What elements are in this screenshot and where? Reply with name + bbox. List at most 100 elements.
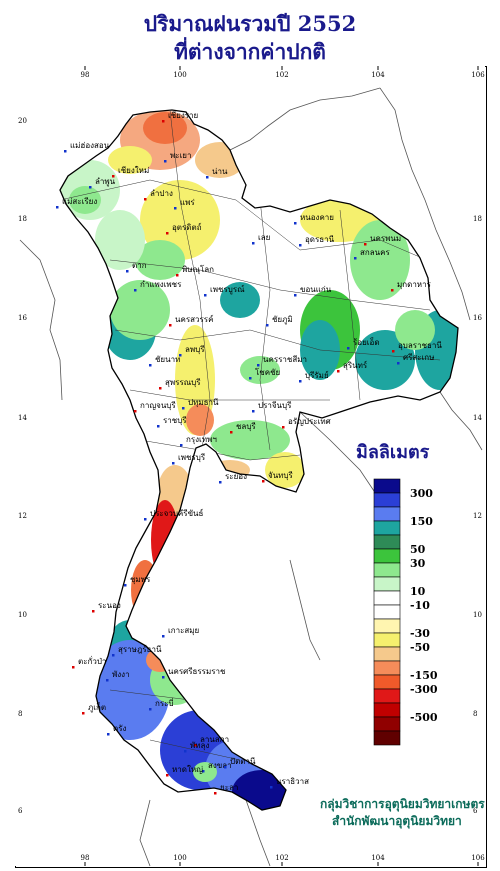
legend-label: -30 [410,627,430,640]
station-marker [106,679,109,682]
station-marker [89,186,92,189]
place-label: ลำพูน [95,177,116,187]
map-title: ปริมาณฝนรวมปี 2552 [143,11,357,36]
place-label: พิษณุโลก [182,264,214,274]
lon-tick-label: 102 [275,854,288,862]
place-label: อุดรธานี [305,235,335,244]
station-marker [249,377,252,380]
legend-label: -50 [410,641,430,654]
station-marker [184,750,187,753]
place-label: ระยอง [225,472,247,481]
place-label: กรุงเทพฯ [186,435,217,444]
place-label: ปัตตานี [230,757,256,766]
station-marker [164,160,167,163]
station-marker [252,410,255,413]
station-marker [257,364,260,367]
place-label: นครราชสีมา [263,355,307,364]
station-marker [354,257,357,260]
legend-label: 150 [410,515,433,528]
station-marker [392,350,395,353]
lon-tick-label: 98 [81,71,90,79]
station-marker [266,324,269,327]
legend-title: มิลลิเมตร [356,442,430,463]
map-subtitle: ที่ต่างจากค่าปกติ [174,39,326,64]
place-label: หาดใหญ่ [172,765,203,774]
lat-tick-label: 10 [473,611,482,619]
place-label: อุบลราชธานี [398,341,442,350]
station-marker [262,480,265,483]
station-marker [72,666,75,669]
station-marker [134,410,137,413]
place-label: ปราจีนบุรี [258,401,292,410]
legend-swatch [373,520,401,536]
legend-swatch [373,660,401,676]
station-marker [391,289,394,292]
station-marker [337,370,340,373]
place-label: ปทุมธานี [188,398,219,407]
place-label: ลำปาง [150,189,173,198]
station-marker [214,792,217,795]
station-marker [162,120,165,123]
station-marker [134,289,137,292]
station-marker [194,744,197,747]
place-label: ภูเก็ต [88,702,106,713]
station-marker [82,712,85,715]
lon-tick-label: 100 [173,71,186,79]
legend-label: -150 [410,669,438,682]
place-label: เชียงราย [168,111,198,120]
place-label: บุรีรัมย์ [305,370,329,380]
station-marker [162,635,165,638]
place-label: อรัญประเทศ [288,417,331,426]
place-label: สงขลา [208,761,232,770]
lat-tick-label: 20 [18,117,27,125]
legend-label: 300 [410,487,433,500]
station-marker [56,206,59,209]
place-label: กำแพงเพชร [140,280,182,289]
lat-tick-label: 14 [473,414,482,422]
place-label: กระบี่ [155,697,174,708]
place-label: ระนอง [98,601,121,610]
legend-swatch [373,492,401,508]
place-label: ยะลา [220,783,238,792]
legend-swatch [373,590,401,606]
lat-tick-label: 16 [473,314,482,322]
place-label: กาญจนบุรี [140,401,176,410]
legend-swatch [373,716,401,732]
station-marker [182,407,185,410]
station-marker [294,294,297,297]
lon-tick-label: 104 [371,854,385,862]
place-label: แม่สะเรียง [62,197,97,206]
legend-label: -10 [410,599,430,612]
station-marker [124,584,127,587]
legend-swatch [373,534,401,550]
station-marker [180,444,183,447]
place-label: พะเยา [170,151,191,160]
lat-tick-label: 8 [473,710,477,718]
station-marker [126,270,129,273]
credit-line-2: สำนักพัฒนาอุตุนิยมวิทยา [332,814,462,828]
legend-swatch [373,548,401,564]
place-label: โชคชัย [255,367,280,377]
station-marker [179,354,182,357]
lat-tick-label: 6 [473,807,478,815]
place-label: หนองคาย [300,213,334,222]
station-marker [219,481,222,484]
place-label: สุรินทร์ [343,360,368,370]
lon-tick-label: 106 [471,71,485,79]
station-marker [107,733,110,736]
legend-swatch [373,674,401,690]
station-marker [202,770,205,773]
place-label: ตรัง [113,724,126,733]
lon-tick-label: 102 [275,71,288,79]
place-label: เพชรบุรี [178,453,206,462]
place-label: ลพบุรี [185,345,205,354]
legend-color-bar [373,478,401,746]
lon-tick-label: 98 [81,854,90,862]
place-label: พังงา [112,670,130,679]
lat-tick-label: 6 [18,807,23,815]
station-marker [230,431,233,434]
station-marker [224,766,227,769]
place-label: ราชบุรี [163,416,187,425]
